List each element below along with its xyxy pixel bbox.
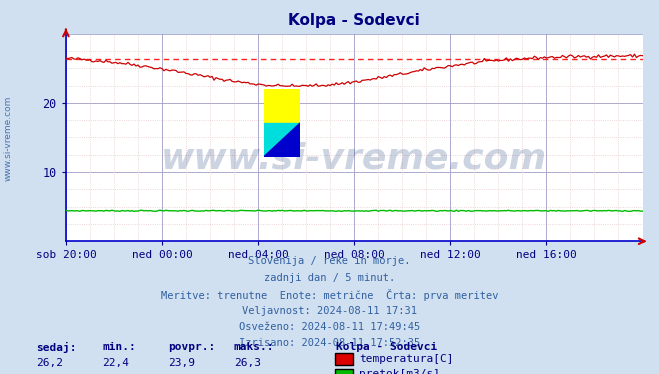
Text: temperatura[C]: temperatura[C] [359,354,453,364]
Text: pretok[m3/s]: pretok[m3/s] [359,370,440,374]
Text: Osveženo: 2024-08-11 17:49:45: Osveženo: 2024-08-11 17:49:45 [239,322,420,332]
Text: povpr.:: povpr.: [168,342,215,352]
Title: Kolpa - Sodevci: Kolpa - Sodevci [289,13,420,28]
Text: www.si-vreme.com: www.si-vreme.com [3,96,13,181]
Polygon shape [264,89,301,123]
Text: 22,4: 22,4 [102,358,129,368]
Text: maks.:: maks.: [234,342,274,352]
Polygon shape [264,123,301,157]
Text: Veljavnost: 2024-08-11 17:31: Veljavnost: 2024-08-11 17:31 [242,306,417,316]
Text: www.si-vreme.com: www.si-vreme.com [161,141,547,175]
Text: zadnji dan / 5 minut.: zadnji dan / 5 minut. [264,273,395,283]
Text: Izrisano: 2024-08-11 17:52:35: Izrisano: 2024-08-11 17:52:35 [239,338,420,349]
Polygon shape [264,123,301,157]
Text: min.:: min.: [102,342,136,352]
Text: Meritve: trenutne  Enote: metrične  Črta: prva meritev: Meritve: trenutne Enote: metrične Črta: … [161,289,498,301]
Text: 26,3: 26,3 [234,358,261,368]
Text: sedaj:: sedaj: [36,342,76,353]
Text: Kolpa - Sodevci: Kolpa - Sodevci [336,342,438,352]
Text: 23,9: 23,9 [168,358,195,368]
Text: Slovenija / reke in morje.: Slovenija / reke in morje. [248,256,411,266]
Text: 26,2: 26,2 [36,358,63,368]
